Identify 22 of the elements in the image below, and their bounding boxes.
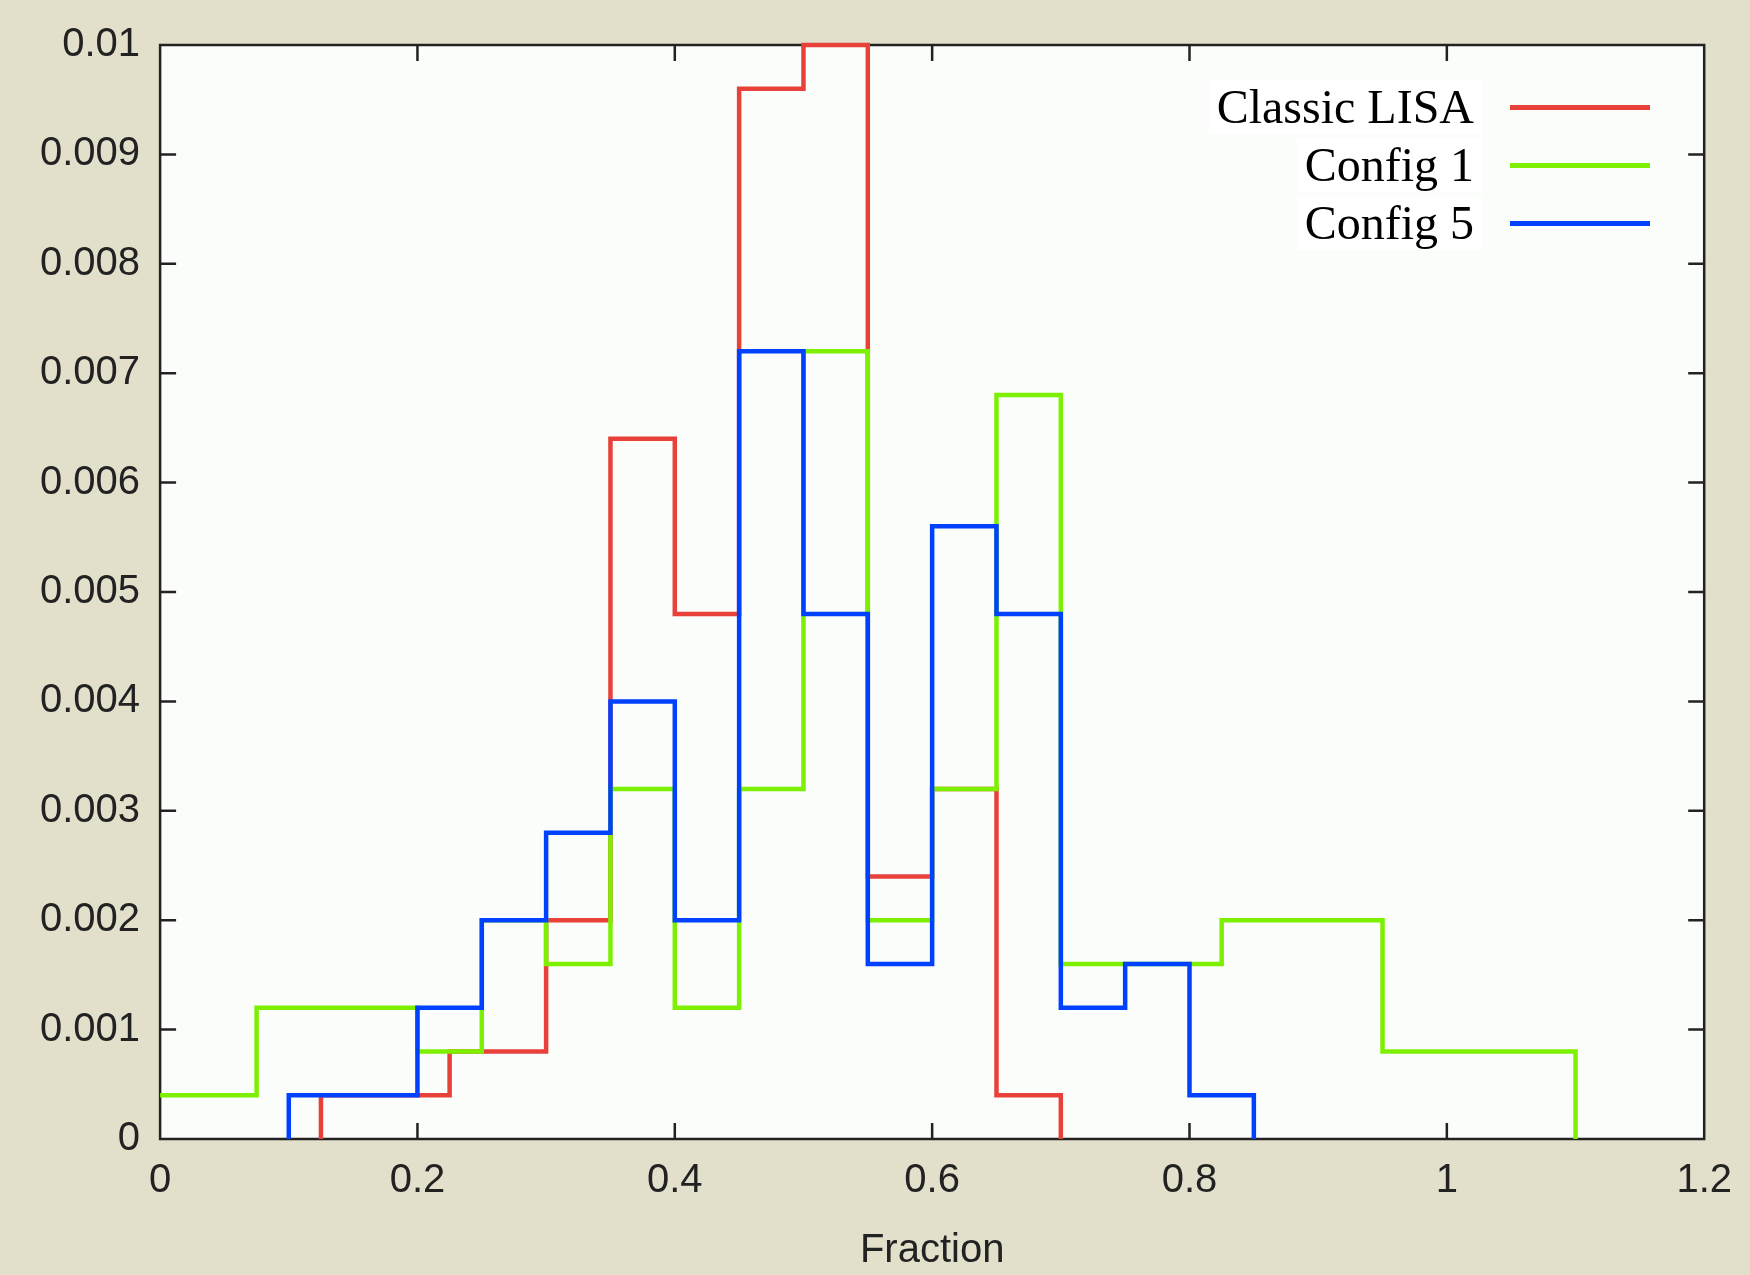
y-tick-label: 0.007 [39, 348, 141, 393]
y-tick-label: 0.009 [39, 129, 141, 174]
y-tick-label: 0.001 [39, 1004, 141, 1049]
x-tick-label: 1.2 [1676, 1156, 1732, 1201]
legend-label: Config 5 [1296, 196, 1482, 250]
legend-label: Classic LISA [1208, 80, 1482, 134]
x-tick-label: 0.8 [1161, 1156, 1218, 1201]
y-tick-label: 0.01 [62, 20, 141, 65]
x-tick-label: 0.2 [389, 1156, 446, 1201]
y-tick-label: 0.004 [39, 676, 141, 721]
x-tick-label: 0.6 [904, 1156, 960, 1201]
x-tick-label: 0 [148, 1156, 172, 1201]
x-tick-label: 1 [1435, 1156, 1458, 1201]
y-tick-label: 0.005 [39, 567, 141, 612]
legend-label: Config 1 [1296, 138, 1482, 192]
y-tick-label: 0.006 [39, 457, 141, 502]
x-axis-title: Fraction [859, 1226, 1005, 1271]
y-tick-label: 0.008 [39, 238, 141, 283]
y-tick-label: 0 [117, 1114, 141, 1159]
y-tick-label: 0.003 [39, 785, 141, 830]
y-tick-label: 0.002 [39, 895, 141, 940]
x-tick-label: 0.4 [646, 1156, 703, 1201]
